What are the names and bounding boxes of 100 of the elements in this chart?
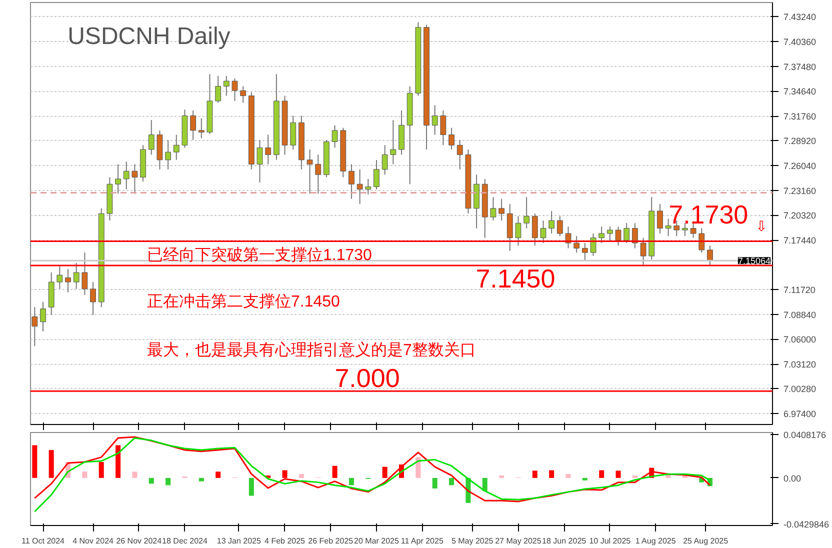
- y-tick-label: 7.31760: [784, 112, 816, 122]
- candlestick: [265, 134, 272, 165]
- y-tick-label: 7.23160: [784, 186, 816, 196]
- candlestick: [198, 118, 204, 139]
- candlestick: [315, 154, 322, 194]
- bar: [416, 457, 421, 478]
- y-tick-label: 6.97400: [784, 409, 816, 420]
- candlestick: [173, 134, 180, 160]
- bar: [499, 475, 504, 478]
- candlestick: [232, 78, 238, 102]
- candlestick: [223, 75, 230, 96]
- bar: [282, 470, 288, 478]
- y-tick-label: 7.08840: [784, 310, 816, 320]
- candlestick: [432, 104, 438, 136]
- text: USDCNH Daily: [68, 22, 230, 50]
- candlestick: [374, 159, 380, 190]
- candlestick: [82, 252, 88, 296]
- y-tick-label: 7.17440: [784, 236, 816, 246]
- bar: [298, 474, 304, 478]
- bar: [599, 470, 604, 478]
- candlestick: [215, 75, 222, 104]
- candlestick: [456, 139, 463, 170]
- candlestick: [148, 120, 154, 156]
- candlestick: [582, 242, 588, 261]
- x-tick-label: 10 Jul 2025: [589, 536, 632, 546]
- bar: [616, 470, 621, 478]
- x-tick-label: 5 May 2025: [451, 536, 494, 546]
- candlestick: [348, 164, 354, 200]
- candlestick: [540, 220, 546, 244]
- y-tick-label: 0.00: [784, 473, 802, 484]
- candlestick: [132, 164, 138, 194]
- x-tick-label: 25 Aug 2025: [683, 536, 729, 546]
- y-tick-label: -0.0429846: [784, 519, 830, 530]
- y-tick-label: 7.28920: [784, 136, 816, 146]
- candlestick: [440, 110, 446, 146]
- bar: [549, 470, 554, 478]
- candlestick: [240, 86, 246, 104]
- annotation: 正在冲击第二支撑位7.1450: [146, 292, 340, 311]
- x-tick-label: 13 Jan 2025: [216, 536, 262, 546]
- candlestick: [524, 196, 530, 229]
- bar: [116, 445, 121, 478]
- x-tick-label: 4 Feb 2025: [264, 536, 306, 546]
- x-tick-label: 20 Mar 2025: [354, 536, 400, 546]
- bar: [348, 478, 354, 486]
- ref-line-label: 7.15064: [738, 256, 771, 266]
- bar: [532, 470, 538, 478]
- bar: [332, 466, 338, 478]
- x-tick-label: 11 Oct 2024: [22, 536, 66, 546]
- candlestick: [532, 213, 538, 246]
- candlestick: [490, 196, 496, 222]
- candlestick: [306, 148, 313, 194]
- y-tick-label: 7.11720: [784, 285, 816, 296]
- y-tick-label: 7.40360: [784, 37, 816, 48]
- annotation: ⇩: [755, 218, 768, 234]
- candlestick: [90, 282, 96, 316]
- ref-line-label: 7.000: [334, 363, 400, 394]
- candlestick: [40, 301, 46, 332]
- candlestick: [356, 168, 363, 205]
- candlestick: [598, 226, 605, 244]
- candlestick: [698, 228, 705, 254]
- y-tick-label: 7.43240: [784, 12, 816, 22]
- candlestick: [615, 226, 622, 246]
- y-tick-label: 0.0408176: [784, 430, 826, 440]
- candlestick: [390, 120, 396, 165]
- candlestick: [448, 127, 454, 150]
- bar: [148, 478, 154, 484]
- candlestick: [73, 262, 80, 290]
- bar: [48, 450, 54, 478]
- bar: [248, 478, 254, 496]
- candlestick: [256, 139, 263, 183]
- ref-line-label: 7.1450: [476, 264, 556, 294]
- y-tick-label: 7.34640: [784, 86, 816, 97]
- bar: [98, 462, 104, 478]
- candlestick: [690, 222, 696, 238]
- bar: [216, 472, 221, 478]
- bar: [382, 466, 388, 478]
- candlestick: [574, 236, 580, 254]
- x-tick-label: 1 Aug 2025: [635, 536, 676, 546]
- annotation: 已经向下突破第一支撑位1.1730: [146, 246, 372, 264]
- candlestick: [56, 265, 63, 290]
- x-tick-label: 26 Nov 2024: [116, 536, 162, 546]
- candlestick: [656, 204, 663, 234]
- candlestick: [190, 110, 196, 140]
- bar: [166, 478, 171, 486]
- x-tick-label: 18 Jun 2025: [542, 536, 587, 546]
- candlestick: [548, 210, 555, 234]
- ref-line-label: 7.1730: [668, 199, 748, 230]
- bar: [432, 478, 438, 489]
- candlestick: [65, 268, 71, 293]
- annotation: 最大，也是最具有心理指引意义的是7整数关口: [146, 341, 476, 360]
- candlestick: [665, 218, 672, 237]
- candlestick: [682, 222, 688, 237]
- candlestick: [640, 237, 646, 267]
- candlestick: [498, 198, 505, 222]
- y-tick-label: 7.06000: [784, 334, 816, 345]
- candlestick: [556, 216, 563, 237]
- candlestick: [290, 115, 296, 150]
- candlestick: [115, 164, 121, 194]
- bar: [632, 475, 638, 478]
- candlestick: [32, 306, 38, 347]
